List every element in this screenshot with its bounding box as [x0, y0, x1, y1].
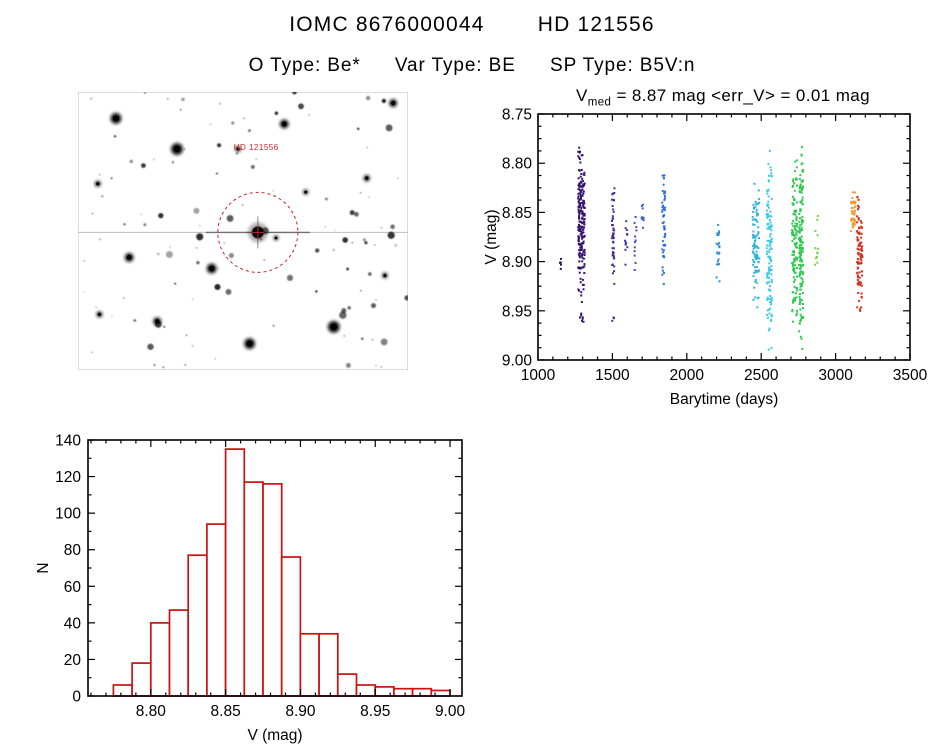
y-tick-label: 120	[55, 469, 81, 486]
target-marker-circle	[217, 191, 299, 273]
starfield-svg: HD 121556	[77, 89, 410, 371]
lightcurve-title: Vmed = 8.87 mag <err_V> = 0.01 mag	[518, 86, 928, 108]
vmed-prefix: V	[576, 86, 588, 105]
x-axis-label: V (mag)	[247, 727, 302, 744]
x-tick-label: 8.90	[285, 703, 316, 720]
y-tick-label: 140	[55, 433, 81, 450]
y-tick-label: 8.75	[502, 107, 532, 124]
ticks	[537, 113, 911, 361]
y-tick-label: 100	[55, 506, 81, 523]
x-tick-label: 9.00	[435, 703, 466, 720]
vmed-subscript: med	[587, 96, 612, 109]
x-tick-label: 1000	[521, 367, 556, 384]
y-axis-label: V (mag)	[483, 209, 500, 264]
x-tick-label: 3000	[818, 367, 853, 384]
image-border	[77, 91, 409, 371]
data-points	[559, 146, 864, 351]
lightcurve-plot: 1000 1500 2000 2500 3000 3500 8.75 8.80 8.85 8.90…	[480, 106, 944, 419]
plot-frame	[537, 113, 911, 361]
vartype-label: Var Type: BE	[394, 55, 516, 76]
y-tick-label: 8.95	[502, 303, 532, 320]
x-tick-label: 8.80	[136, 703, 167, 720]
finding-chart-image: HD 121556	[77, 89, 410, 371]
y-tick-label: 0	[72, 689, 81, 706]
ticks	[88, 439, 462, 697]
page-title: IOMC 8676000044 HD 121556	[0, 13, 944, 37]
x-tick-label: 2500	[744, 367, 779, 384]
x-tick-label: 8.85	[211, 703, 241, 720]
y-tick-label: 8.90	[502, 254, 533, 271]
x-tick-label: 8.95	[360, 703, 390, 720]
target-name-label: HD 121556	[234, 143, 279, 152]
y-tick-label: 9.00	[502, 353, 533, 370]
sptype-label: SP Type: B5V:n	[550, 55, 696, 76]
x-tick-label: 3500	[893, 367, 928, 384]
otype-label: O Type: Be*	[248, 55, 361, 76]
hd-id: HD 121556	[537, 13, 655, 36]
iomc-id: IOMC 8676000044	[289, 13, 485, 36]
histogram-bars	[112, 448, 451, 697]
lightcurve-svg: 1000 1500 2000 2500 3000 3500 8.75 8.80 8.85 8.90…	[483, 107, 928, 409]
vmed-rest: = 8.87 mag <err_V> = 0.01 mag	[611, 86, 870, 105]
y-axis-label: N	[35, 562, 52, 573]
y-tick-label: 60	[64, 579, 82, 596]
bright-stars	[94, 99, 398, 350]
histogram-svg: 8.80 8.85 8.90 8.95 9.00 0 20 40 60 80 100 120 140 V …	[35, 433, 466, 745]
x-axis-label: Barytime (days)	[670, 391, 779, 408]
y-tick-label: 8.80	[502, 156, 533, 173]
x-tick-label: 2000	[670, 367, 705, 384]
y-tick-label: 20	[64, 652, 82, 669]
x-tick-label: 1500	[595, 367, 630, 384]
y-tick-label: 8.85	[502, 205, 532, 222]
page-subtitle: O Type: Be* Var Type: BE SP Type: B5V:n	[0, 55, 944, 77]
histogram-plot: 8.80 8.85 8.90 8.95 9.00 0 20 40 60 80 100 120 140 V …	[30, 432, 475, 747]
y-tick-label: 80	[64, 542, 82, 559]
y-tick-label: 40	[64, 615, 82, 632]
